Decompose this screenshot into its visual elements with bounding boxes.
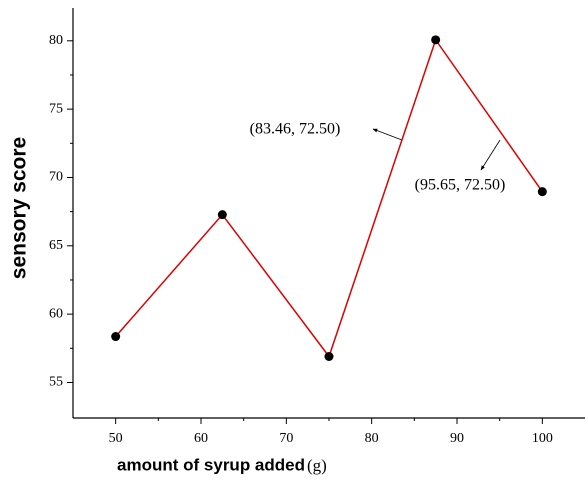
data-point [111,332,121,342]
x-axis-unit: (g) [307,456,327,475]
data-line [115,38,543,359]
y-tick-label: 80 [49,33,63,48]
x-tick-label: 70 [279,431,293,446]
annotation: (83.46, 72.50) [250,121,341,138]
y-tick-label: 55 [49,375,63,390]
x-tick-label: 60 [194,431,208,446]
annotation-arrow [480,139,501,171]
y-tick-label: 65 [49,238,63,253]
data-point [324,352,334,361]
data-point [537,187,547,197]
x-tick-label: 80 [365,431,379,446]
x-tick-label: 90 [450,431,464,446]
y-tick-label: 60 [49,306,63,321]
annotation: (95.65, 72.50) [415,177,506,194]
data-point [431,35,441,45]
y-axis-title: sensory score [8,137,31,279]
data-point [217,210,227,220]
y-tick-label: 70 [49,170,63,185]
x-tick-label: 50 [109,431,123,446]
annotation-arrow [372,128,403,141]
y-tick-label: 75 [49,101,63,116]
x-axis-title: amount of syrup added [117,455,305,474]
x-tick-label: 100 [532,431,553,446]
